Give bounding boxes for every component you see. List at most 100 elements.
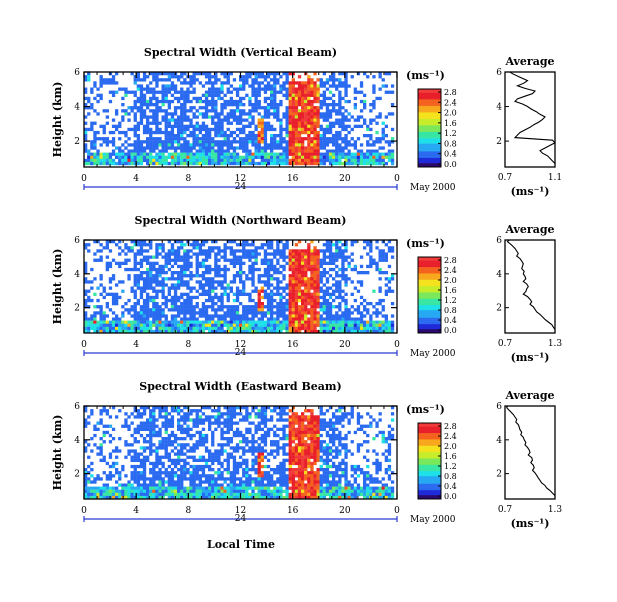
heatmap-cell bbox=[301, 265, 304, 268]
heatmap-cell bbox=[208, 468, 211, 471]
heatmap-cell bbox=[289, 112, 292, 115]
heatmap-cell bbox=[301, 305, 304, 308]
heatmap-cell bbox=[211, 137, 214, 140]
heatmap-cell bbox=[149, 428, 152, 431]
heatmap-cell bbox=[189, 150, 192, 153]
heatmap-cell bbox=[329, 302, 332, 305]
heatmap-cell bbox=[341, 122, 344, 125]
heatmap-cell bbox=[134, 487, 137, 490]
heatmap-cell bbox=[267, 128, 270, 131]
heatmap-cell bbox=[140, 453, 143, 456]
heatmap-cell bbox=[369, 246, 372, 249]
heatmap-cell bbox=[162, 422, 165, 425]
heatmap-cell bbox=[177, 314, 180, 317]
heatmap-cell bbox=[236, 308, 239, 311]
heatmap-cell bbox=[379, 88, 382, 91]
heatmap-cell bbox=[202, 125, 205, 128]
heatmap-cell bbox=[279, 271, 282, 274]
heatmap-cell bbox=[323, 271, 326, 274]
heatmap-cell bbox=[326, 249, 329, 252]
heatmap-cell bbox=[202, 153, 205, 156]
heatmap-cell bbox=[174, 137, 177, 140]
heatmap-cell bbox=[295, 137, 298, 140]
heatmap-cell bbox=[196, 321, 199, 324]
heatmap-cell bbox=[295, 140, 298, 143]
heatmap-cell bbox=[273, 311, 276, 314]
heatmap-cell bbox=[158, 327, 161, 330]
heatmap-cell bbox=[329, 305, 332, 308]
heatmap-cell bbox=[270, 134, 273, 137]
heatmap-cell bbox=[258, 308, 261, 311]
heatmap-cell bbox=[140, 88, 143, 91]
heatmap-cell bbox=[211, 462, 214, 465]
heatmap-cell bbox=[189, 119, 192, 122]
heatmap-cell bbox=[211, 283, 214, 286]
heatmap-cell bbox=[338, 249, 341, 252]
heatmap-cell bbox=[298, 122, 301, 125]
heatmap-cell bbox=[320, 128, 323, 131]
heatmap-cell bbox=[245, 150, 248, 153]
average-frame bbox=[505, 240, 555, 333]
heatmap-cell bbox=[115, 456, 118, 459]
heatmap-cell bbox=[326, 314, 329, 317]
heatmap-cell bbox=[137, 243, 140, 246]
heatmap-cell bbox=[230, 324, 233, 327]
heatmap-cell bbox=[199, 274, 202, 277]
x-tick-label: 20 bbox=[339, 340, 351, 350]
heatmap-cell bbox=[351, 159, 354, 162]
heatmap-cell bbox=[131, 159, 134, 162]
heatmap-cell bbox=[304, 259, 307, 262]
heatmap-cell bbox=[236, 159, 239, 162]
heatmap-cell bbox=[134, 459, 137, 462]
heatmap-cell bbox=[140, 474, 143, 477]
heatmap-cell bbox=[115, 153, 118, 156]
heatmap-cell bbox=[326, 302, 329, 305]
heatmap-cell bbox=[289, 308, 292, 311]
heatmap-cell bbox=[155, 81, 158, 84]
heatmap-cell bbox=[258, 112, 261, 115]
heatmap-cell bbox=[165, 128, 168, 131]
heatmap-cell bbox=[279, 305, 282, 308]
heatmap-cell bbox=[196, 159, 199, 162]
heatmap-cell bbox=[131, 443, 134, 446]
heatmap-cell bbox=[183, 314, 186, 317]
heatmap-cell bbox=[369, 103, 372, 106]
heatmap-cell bbox=[335, 249, 338, 252]
heatmap-cell bbox=[313, 290, 316, 293]
heatmap-cell bbox=[165, 137, 168, 140]
heatmap-cell bbox=[385, 283, 388, 286]
heatmap-cell bbox=[239, 122, 242, 125]
heatmap-cell bbox=[295, 259, 298, 262]
heatmap-cell bbox=[149, 471, 152, 474]
heatmap-cell bbox=[217, 249, 220, 252]
heatmap-cell bbox=[211, 146, 214, 149]
heatmap-cell bbox=[276, 305, 279, 308]
heatmap-cell bbox=[348, 159, 351, 162]
heatmap-cell bbox=[199, 477, 202, 480]
heatmap-cell bbox=[118, 137, 121, 140]
heatmap-cell bbox=[326, 131, 329, 134]
heatmap-cell bbox=[155, 490, 158, 493]
heatmap-cell bbox=[310, 268, 313, 271]
heatmap-cell bbox=[186, 449, 189, 452]
heatmap-cell bbox=[264, 259, 267, 262]
heatmap-cell bbox=[183, 128, 186, 131]
heatmap-cell bbox=[286, 324, 289, 327]
heatmap-cell bbox=[158, 446, 161, 449]
heatmap-cell bbox=[168, 78, 171, 81]
heatmap-cell bbox=[301, 91, 304, 94]
heatmap-cell bbox=[301, 293, 304, 296]
heatmap-cell bbox=[202, 134, 205, 137]
heatmap-cell bbox=[233, 159, 236, 162]
heatmap-cell bbox=[149, 422, 152, 425]
heatmap-cell bbox=[143, 277, 146, 280]
heatmap-cell bbox=[180, 324, 183, 327]
heatmap-cell bbox=[165, 131, 168, 134]
heatmap-cell bbox=[174, 446, 177, 449]
heatmap-cell bbox=[344, 311, 347, 314]
heatmap-cell bbox=[282, 81, 285, 84]
heatmap-cell bbox=[205, 162, 208, 165]
heatmap-cell bbox=[239, 78, 242, 81]
heatmap-cell bbox=[115, 321, 118, 324]
heatmap-cell bbox=[289, 88, 292, 91]
